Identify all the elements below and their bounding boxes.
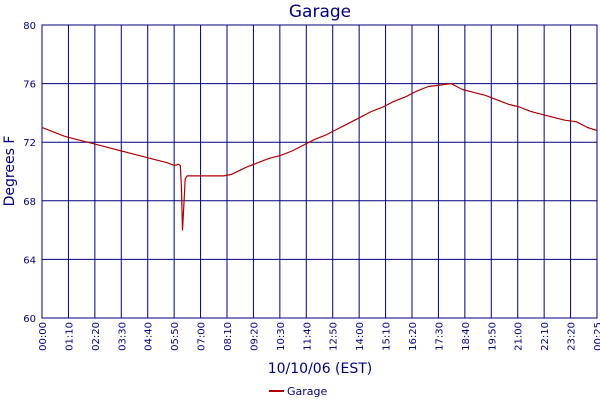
y-tick-label: 68 — [23, 197, 36, 208]
x-tick-label: 07:00 — [197, 322, 208, 351]
x-tick-label: 01:10 — [64, 322, 75, 351]
legend: Garage — [269, 385, 328, 398]
x-tick-label: 16:20 — [408, 322, 419, 351]
x-tick-label: 19:50 — [487, 322, 498, 351]
y-tick-label: 64 — [23, 255, 36, 266]
x-tick-labels: 00:00 01:10 02:20 03:30 04:40 05:50 07:00 08:10… — [38, 322, 600, 351]
chart-title: Garage — [289, 2, 351, 22]
y-axis-title: Degrees F — [2, 136, 18, 207]
grid — [41, 24, 598, 319]
x-tick-label: 17:30 — [434, 322, 445, 351]
x-tick-label: 04:40 — [144, 322, 155, 351]
series-layer — [41, 82, 598, 231]
x-tick-label: 03:30 — [117, 322, 128, 351]
y-tick-labels: 60 64 68 72 76 80 — [23, 21, 36, 325]
x-tick-label: 12:50 — [329, 322, 340, 351]
legend-label-garage: Garage — [287, 385, 328, 398]
y-tick-label: 72 — [23, 138, 36, 149]
x-tick-label: 14:00 — [355, 322, 366, 351]
x-axis-title: 10/10/06 (EST) — [268, 361, 373, 377]
y-tick-label: 80 — [23, 21, 36, 32]
x-tick-label: 22:10 — [540, 322, 551, 351]
x-tick-label: 10:30 — [276, 322, 287, 351]
x-tick-label: 00:00 — [38, 322, 49, 351]
x-tick-label: 18:40 — [461, 322, 472, 351]
x-tick-label: 23:20 — [567, 322, 578, 351]
x-tick-label: 08:10 — [223, 322, 234, 351]
plot-frame — [41, 24, 598, 319]
y-tick-label: 60 — [23, 314, 36, 325]
x-tick-label: 15:10 — [382, 322, 393, 351]
x-tick-label: 11:40 — [302, 322, 313, 351]
x-tick-label: 05:50 — [170, 322, 181, 351]
x-tick-label: 21:00 — [514, 322, 525, 351]
x-tick-label: 02:20 — [91, 322, 102, 351]
y-tick-label: 76 — [23, 80, 36, 91]
x-tick-label: 09:20 — [249, 322, 260, 351]
series-line-garage — [41, 82, 598, 231]
x-tick-label: 00:25 — [593, 322, 600, 351]
